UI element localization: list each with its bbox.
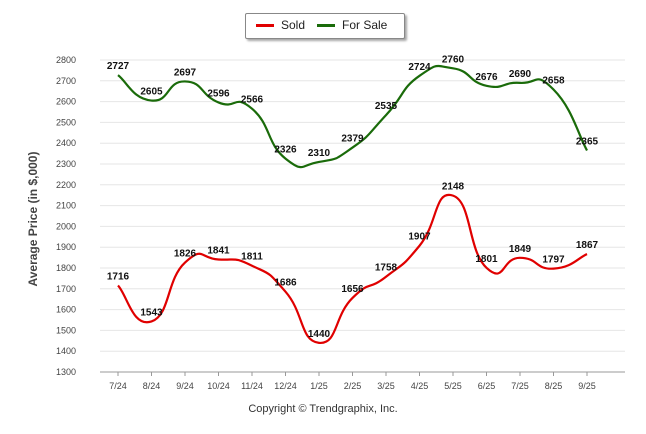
data-label-for-sale: 2658 xyxy=(542,76,565,87)
y-tick-label: 2700 xyxy=(56,76,76,86)
data-label-for-sale: 2566 xyxy=(241,95,264,106)
y-tick-label: 2800 xyxy=(56,55,76,65)
data-label-for-sale: 2760 xyxy=(442,54,465,65)
x-tick-label: 5/25 xyxy=(444,381,462,391)
data-label-for-sale: 2535 xyxy=(375,101,398,112)
data-label-sold: 1686 xyxy=(274,278,297,289)
y-tick-label: 1400 xyxy=(56,346,76,356)
series-lines xyxy=(117,64,588,344)
x-tick-label: 8/24 xyxy=(143,381,161,391)
x-tick-label: 7/24 xyxy=(109,381,127,391)
legend-swatch-sold xyxy=(256,24,274,28)
legend-swatch-for-sale xyxy=(317,24,335,28)
data-label-sold: 1797 xyxy=(542,255,565,266)
y-tick-label: 1500 xyxy=(56,325,76,335)
data-label-for-sale: 2724 xyxy=(408,62,431,73)
y-tick-label: 2600 xyxy=(56,97,76,107)
data-label-for-sale: 2365 xyxy=(576,136,599,147)
data-label-sold: 1758 xyxy=(375,263,398,274)
copyright-text: Copyright © Trendgraphix, Inc. xyxy=(248,403,398,415)
data-label-for-sale: 2697 xyxy=(174,67,197,78)
legend-label-sold: Sold xyxy=(281,18,306,32)
data-label-sold: 2148 xyxy=(442,182,465,193)
x-tick-label: 7/25 xyxy=(511,381,529,391)
y-tick-label: 1600 xyxy=(56,305,76,315)
legend-item-sold[interactable]: Sold xyxy=(256,18,305,32)
data-label-for-sale: 2727 xyxy=(107,61,130,72)
data-label-for-sale: 2596 xyxy=(207,88,230,99)
x-tick-label: 9/24 xyxy=(176,381,194,391)
y-tick-label: 2500 xyxy=(56,117,76,127)
x-axis-ticks: 7/24 8/24 9/24 10/24 11/24 12/24 1/25 2/25 3/25 4… xyxy=(109,372,596,391)
y-tick-label: 1800 xyxy=(56,263,76,273)
data-label-sold: 1801 xyxy=(475,254,498,265)
x-tick-label: 3/25 xyxy=(377,381,395,391)
data-label-for-sale: 2379 xyxy=(341,134,364,145)
data-label-for-sale: 2605 xyxy=(140,87,163,98)
x-tick-label: 1/25 xyxy=(310,381,328,391)
legend-label-for-sale: For Sale xyxy=(342,18,388,32)
data-label-sold: 1543 xyxy=(140,307,163,318)
data-label-for-sale: 2310 xyxy=(308,148,331,159)
data-label-for-sale: 2326 xyxy=(274,145,297,156)
y-tick-label: 1900 xyxy=(56,242,76,252)
data-label-for-sale: 2690 xyxy=(509,69,532,80)
legend: Sold For Sale xyxy=(245,13,405,39)
x-tick-label: 10/24 xyxy=(207,381,230,391)
data-label-for-sale: 2676 xyxy=(475,72,498,83)
data-label-sold: 1656 xyxy=(341,284,364,295)
data-label-sold: 1841 xyxy=(207,245,230,256)
x-tick-label: 9/25 xyxy=(578,381,596,391)
x-tick-label: 6/25 xyxy=(478,381,496,391)
x-tick-label: 4/25 xyxy=(411,381,429,391)
x-tick-label: 11/24 xyxy=(241,381,263,391)
data-labels: 1716 1543 1826 1841 1811 1686 1440 1656 1758 1907… xyxy=(107,54,599,340)
y-tick-label: 2200 xyxy=(56,180,76,190)
y-tick-label: 2400 xyxy=(56,138,76,148)
data-label-sold: 1826 xyxy=(174,249,197,260)
x-tick-label: 2/25 xyxy=(344,381,362,391)
x-tick-label: 12/24 xyxy=(274,381,297,391)
data-label-sold: 1440 xyxy=(308,329,331,340)
y-tick-label: 1300 xyxy=(56,367,76,377)
grid-lines xyxy=(100,59,625,373)
y-tick-label: 2100 xyxy=(56,201,76,211)
data-label-sold: 1716 xyxy=(107,271,130,282)
data-label-sold: 1907 xyxy=(408,232,431,243)
y-tick-label: 2000 xyxy=(56,221,76,231)
series-line-sold xyxy=(117,193,588,344)
data-label-sold: 1811 xyxy=(241,252,263,263)
data-label-sold: 1849 xyxy=(509,244,532,255)
y-axis-ticks: 1300 1400 1500 1600 1700 1800 1900 2000 2100 2200… xyxy=(56,55,76,377)
x-tick-label: 8/25 xyxy=(545,381,563,391)
y-tick-label: 1700 xyxy=(56,284,76,294)
legend-item-for-sale[interactable]: For Sale xyxy=(317,18,387,32)
y-axis-title: Average Price (in $,000) xyxy=(26,151,40,287)
series-line-for-sale xyxy=(117,64,588,169)
y-tick-label: 2300 xyxy=(56,159,76,169)
data-label-sold: 1867 xyxy=(576,240,599,251)
